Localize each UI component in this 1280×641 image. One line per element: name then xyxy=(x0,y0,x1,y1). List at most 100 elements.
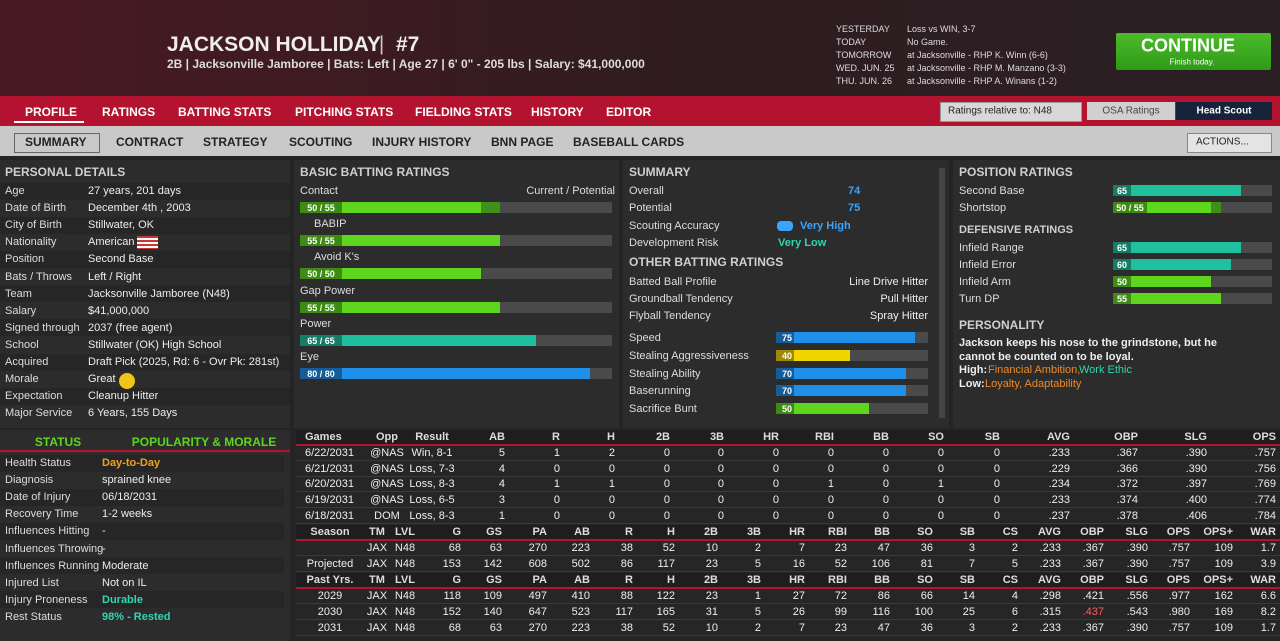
actions-label[interactable]: ACTIONS... xyxy=(1196,136,1249,148)
table-cell: 0 xyxy=(937,446,944,459)
table-cell: 153 xyxy=(442,558,461,570)
table-cell: .390 xyxy=(1126,558,1148,570)
table-cell: .233 xyxy=(1039,542,1061,554)
detail-label: Salary xyxy=(5,304,37,317)
table-cell: 63 xyxy=(489,622,502,634)
table-cell: 4 xyxy=(498,462,505,475)
table-cell: 0 xyxy=(553,510,560,522)
table-cell: 165 xyxy=(656,606,675,618)
table-header: LVL xyxy=(395,574,415,586)
tab[interactable]: RATINGS xyxy=(102,105,156,119)
table-cell: 2 xyxy=(1011,622,1018,634)
ratings-select xyxy=(940,102,1082,122)
subtab[interactable]: BNN PAGE xyxy=(491,135,554,149)
tab[interactable]: BATTING STATS xyxy=(178,105,272,119)
table-header: SLG xyxy=(1184,431,1207,443)
status-tab[interactable]: STATUS xyxy=(34,435,82,449)
personality-high: Financial Ambition, xyxy=(988,364,1081,376)
subtab[interactable]: SUMMARY xyxy=(25,135,87,149)
rating-label-bg xyxy=(300,235,342,247)
subtab-selected xyxy=(14,133,100,153)
table-cell: @NAS xyxy=(370,462,404,475)
table-header: SB xyxy=(984,431,1000,443)
table-cell: .784 xyxy=(1254,510,1276,522)
table-cell: Projected xyxy=(306,558,354,570)
table-cell: 3 xyxy=(968,542,975,554)
summary-label: Scouting Accuracy xyxy=(629,219,720,232)
table-cell: Loss, 8-3 xyxy=(409,510,455,522)
table-header: AB xyxy=(489,431,505,443)
table-cell: 47 xyxy=(877,542,890,554)
defense-name: Turn DP xyxy=(959,293,1000,305)
row-stripe xyxy=(0,285,290,303)
table-header: BB xyxy=(874,574,890,586)
table-cell: .390 xyxy=(1126,622,1148,634)
table-cell: .315 xyxy=(1039,606,1061,618)
table-cell: N48 xyxy=(394,606,416,618)
rating-label-bg xyxy=(300,368,342,379)
table-cell: 109 xyxy=(1214,622,1233,634)
table-cell: 116 xyxy=(872,606,890,618)
tab[interactable]: EDITOR xyxy=(606,105,652,119)
tab[interactable]: PITCHING STATS xyxy=(295,105,394,119)
table-cell: 0 xyxy=(663,510,670,522)
table-cell: .400 xyxy=(1185,494,1207,507)
schedule-day: TODAY xyxy=(836,37,867,47)
tab[interactable]: HISTORY xyxy=(531,105,584,119)
subtab[interactable]: INJURY HISTORY xyxy=(372,135,472,149)
panel-title: DEFENSIVE RATINGS xyxy=(959,224,1074,236)
table-cell: 0 xyxy=(827,446,834,459)
status-label: Rest Status xyxy=(5,610,62,623)
rating-bar xyxy=(776,403,869,415)
subtab[interactable]: STRATEGY xyxy=(203,135,268,149)
subtab[interactable]: CONTRACT xyxy=(116,135,184,149)
table-cell: .374 xyxy=(1116,494,1138,507)
row-line xyxy=(296,459,1280,461)
detail-value: Stillwater (OK) High School xyxy=(88,338,222,351)
table-header: GS xyxy=(486,574,502,586)
continue-button[interactable] xyxy=(1116,33,1271,70)
row-line xyxy=(296,635,1280,636)
detail-value: American xyxy=(88,236,135,249)
detail-label: Nationality xyxy=(5,236,57,249)
table-cell: N48 xyxy=(394,622,416,634)
status-value: Day-to-Day xyxy=(102,457,161,469)
rating-source[interactable]: Head Scout xyxy=(1196,105,1252,117)
table-cell: 1.7 xyxy=(1260,542,1276,554)
detail-value: Left / Right xyxy=(88,270,142,283)
row-stripe xyxy=(0,488,284,506)
table-header: GS xyxy=(486,526,502,538)
subtab[interactable]: BASEBALL CARDS xyxy=(573,135,685,149)
table-cell: 169 xyxy=(1214,606,1233,618)
status-tab[interactable]: POPULARITY & MORALE xyxy=(131,435,277,449)
table-header: R xyxy=(625,526,633,538)
table-header: 2B xyxy=(703,526,718,538)
rating-track xyxy=(776,349,928,361)
subtab[interactable]: SCOUTING xyxy=(289,135,353,149)
schedule-text: No Game. xyxy=(907,37,949,47)
table-header: H xyxy=(607,431,615,443)
rating-source[interactable]: OSA Ratings xyxy=(1102,105,1160,117)
detail-value: Second Base xyxy=(88,253,154,266)
table-cell: 502 xyxy=(571,558,590,570)
tab[interactable]: FIELDING STATS xyxy=(415,105,512,119)
ratings-select-label[interactable]: Ratings relative to: N48 xyxy=(948,105,1052,117)
table-header: 2B xyxy=(655,431,670,443)
rating-name: Eye xyxy=(300,351,319,363)
table-header: RBI xyxy=(828,526,847,538)
table-cell: 5 xyxy=(1011,558,1018,570)
tab[interactable]: PROFILE xyxy=(25,105,78,119)
table-cell: 0 xyxy=(772,494,779,507)
table-cell: 4 xyxy=(1011,590,1018,602)
detail-label: School xyxy=(5,338,39,351)
table-cell: 81 xyxy=(920,558,933,570)
summary-panel xyxy=(623,160,949,428)
row-stripe xyxy=(0,182,290,200)
continue-label[interactable]: CONTINUE xyxy=(1141,35,1235,56)
table-cell: 86 xyxy=(620,558,633,570)
summary-value: Very High xyxy=(800,219,851,232)
defense-name: Infield Error xyxy=(959,259,1016,271)
continue-sub[interactable]: Finish today. xyxy=(1169,57,1215,67)
table-header: CS xyxy=(1002,574,1018,586)
table-cell: 100 xyxy=(914,606,933,618)
